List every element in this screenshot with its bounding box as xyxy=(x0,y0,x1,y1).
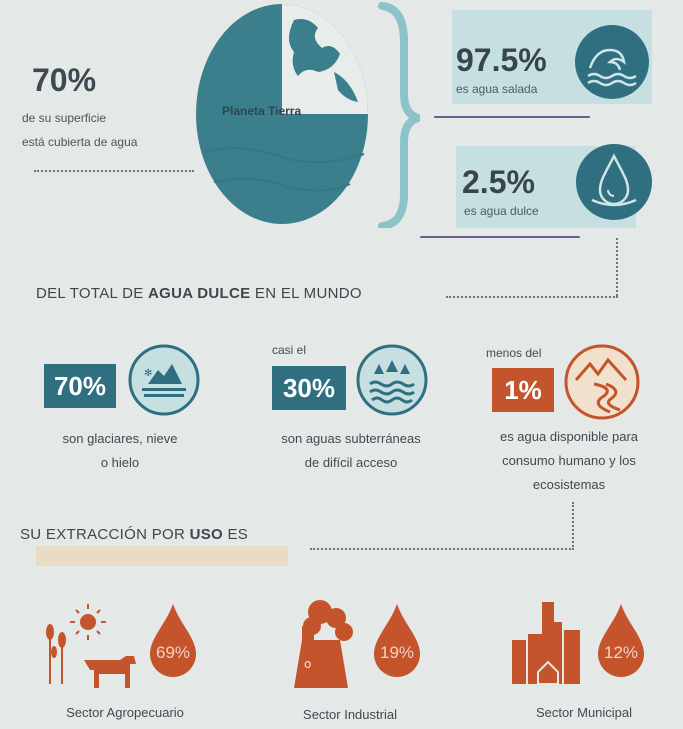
groundwater-caption-1: son aguas subterráneas xyxy=(281,431,421,446)
extraction-title: SU EXTRACCIÓN POR USO ES xyxy=(20,526,248,543)
municipal-drop-icon: 12% xyxy=(598,604,644,677)
svg-text:o: o xyxy=(304,657,311,671)
available-caption-2: consumo humano y los xyxy=(502,453,636,468)
salt-water-percent: 97.5% xyxy=(456,42,547,78)
extraction-title-post: ES xyxy=(223,526,249,543)
agriculture-icon xyxy=(46,604,136,688)
industrial-drop-icon: 19% xyxy=(374,604,420,677)
city-icon xyxy=(512,602,580,685)
connector-vertical-2 xyxy=(572,502,574,550)
fresh-water-underline xyxy=(420,236,580,238)
extraction-title-highlight xyxy=(36,546,288,566)
brace-icon xyxy=(378,2,420,228)
available-caption-1: es agua disponible para xyxy=(499,429,639,444)
connector-vertical-1 xyxy=(616,238,618,296)
river-icon xyxy=(564,344,640,420)
glacier-caption-1: son glaciares, nieve xyxy=(62,431,178,446)
groundwater-caption-2: de difícil acceso xyxy=(304,455,398,470)
fresh-water-text: es agua dulce xyxy=(464,204,539,218)
agriculture-percent: 69% xyxy=(156,643,190,662)
water-drop-icon xyxy=(576,144,652,220)
fresh-water-percent: 2.5% xyxy=(462,164,535,200)
surface-percent: 70% xyxy=(32,62,97,98)
fresh-water-title: DEL TOTAL DE AGUA DULCE EN EL MUNDO xyxy=(36,285,362,302)
industrial-label: Sector Industrial xyxy=(303,707,397,722)
planet-label: Planeta Tierra xyxy=(222,104,302,118)
groundwater-prefix: casi el xyxy=(272,343,307,357)
industrial-percent: 19% xyxy=(380,643,414,662)
available-prefix: menos del xyxy=(486,346,542,360)
agriculture-drop-icon: 69% xyxy=(150,604,196,677)
groundwater-percent-box: 30% xyxy=(272,366,346,410)
available-caption-3: ecosistemas xyxy=(532,477,606,492)
glacier-percent-box: 70% xyxy=(44,364,116,408)
fresh-title-post: EN EL MUNDO xyxy=(250,285,362,302)
connector-horizontal-1 xyxy=(446,296,618,298)
fresh-title-bold: AGUA DULCE xyxy=(148,285,251,302)
glacier-caption-2: o hielo xyxy=(100,455,140,470)
surface-text-1: de su superficie xyxy=(22,111,107,125)
municipal-label: Sector Municipal xyxy=(535,705,633,720)
agriculture-label: Sector Agropecuario xyxy=(66,705,184,720)
factory-icon: o xyxy=(294,600,353,688)
extraction-title-bold: USO xyxy=(189,526,223,543)
connector-horizontal-2 xyxy=(310,548,574,550)
planet-globe-icon xyxy=(196,4,368,224)
wave-icon xyxy=(575,25,649,99)
salt-water-underline xyxy=(434,116,590,118)
fresh-title-pre: DEL TOTAL DE xyxy=(36,285,148,302)
available-percent-box: 1% xyxy=(492,368,554,412)
glacier-icon: ✻ xyxy=(128,344,200,416)
extraction-title-pre: SU EXTRACCIÓN POR xyxy=(20,526,190,543)
groundwater-icon xyxy=(356,344,428,416)
salt-water-text: es agua salada xyxy=(456,82,538,96)
municipal-percent: 12% xyxy=(604,643,638,662)
surface-dotted-divider xyxy=(34,170,194,172)
svg-text:✻: ✻ xyxy=(144,368,152,379)
surface-text-2: está cubierta de agua xyxy=(22,135,138,149)
